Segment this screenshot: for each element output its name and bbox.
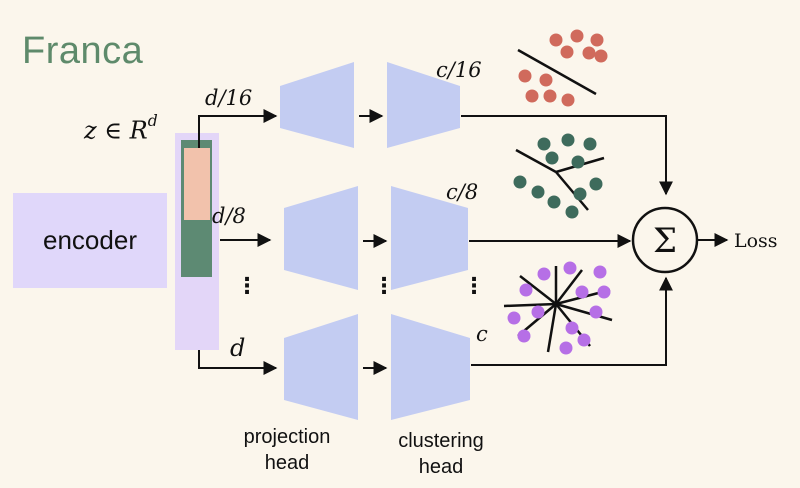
figure-title: Franca [22, 30, 144, 72]
projection-head-3 [284, 314, 358, 420]
branch-arrow-1 [198, 109, 278, 148]
clustering-head-3 [391, 314, 470, 420]
ellipsis-cluster-output: ⋮ [463, 274, 485, 299]
ellipsis-between-heads: ⋮ [373, 274, 395, 299]
encoder-label: encoder [43, 225, 137, 255]
clustering-head-1 [387, 62, 460, 148]
projection-head-1 [280, 62, 354, 148]
cluster-red [517, 29, 608, 107]
branch-arrow-3 [198, 350, 278, 375]
branch-1-input-dim: d/16 [205, 86, 253, 110]
branch-3-cluster-dim: c [476, 322, 488, 346]
ellipsis-projection-input: ⋮ [236, 274, 258, 299]
encoder-block [13, 193, 167, 288]
clustering-head-2 [391, 186, 468, 290]
projection-head-caption: projection head [243, 426, 331, 474]
embedding-segment-small [184, 148, 210, 220]
projection-head-2 [284, 186, 358, 290]
cluster-green [513, 133, 605, 219]
clustering-head-caption: clustering head [398, 430, 484, 478]
branch-2-input-dim: d/8 [212, 204, 246, 228]
embedding-label: z ∈ Rd [84, 112, 158, 145]
output-line-3 [471, 276, 673, 366]
branch-1-cluster-dim: c/16 [436, 58, 482, 82]
output-line-1 [461, 115, 673, 196]
branch-2-cluster-dim: c/8 [446, 180, 479, 204]
summation-icon: Σ [653, 221, 677, 261]
branch-3-input-dim: d [230, 334, 246, 362]
cluster-purple [503, 261, 613, 355]
loss-label: Loss [734, 230, 778, 252]
